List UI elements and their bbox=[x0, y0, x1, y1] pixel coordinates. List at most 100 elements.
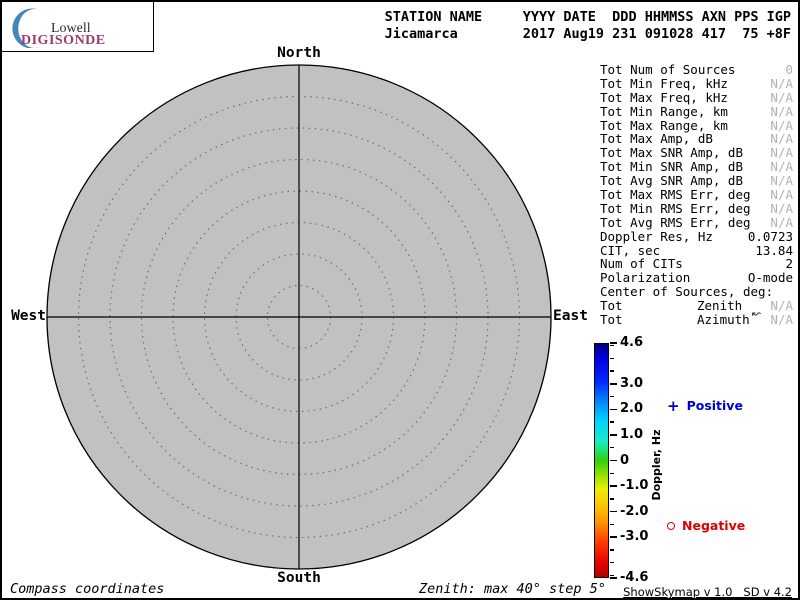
table-row: Tot Min SNR Amp, dB N/A bbox=[598, 160, 795, 174]
compass-label-north: North bbox=[277, 45, 321, 61]
zenith-range-note: Zenith: max 40° step 5° bbox=[419, 581, 606, 597]
legend-negative-label: Negative bbox=[682, 518, 746, 533]
row-label: Tot Num of Sources bbox=[600, 62, 736, 77]
row-value: N/A bbox=[770, 173, 793, 189]
software-version-stamp: ShowSkymap v 1.0 SD v 4.2 bbox=[623, 585, 792, 599]
colorbar-minor-tick bbox=[610, 421, 614, 423]
colorbar-tick-label: -1.0 bbox=[620, 478, 649, 494]
colorbar-tick-label: 4.6 bbox=[620, 335, 644, 350]
row-label: Center of Sources, deg: bbox=[600, 284, 774, 300]
row-value: N/A bbox=[770, 145, 793, 161]
colorbar-tick bbox=[610, 536, 617, 538]
row-value: N/A bbox=[770, 117, 793, 133]
compass-label-west: West bbox=[11, 308, 46, 324]
row-label: Tot Avg SNR Amp, dB bbox=[600, 173, 743, 189]
table-row: Tot Max Range, km N/A bbox=[598, 117, 795, 133]
colorbar-gradient bbox=[594, 343, 609, 578]
skymap-polar-plot bbox=[46, 64, 552, 570]
colorbar-minor-tick bbox=[610, 395, 614, 398]
header-station-values: Jicamarca 2017 Aug19 231 091028 417 75 +… bbox=[384, 26, 791, 42]
row-label: Tot Min Freq, kHz bbox=[600, 75, 728, 91]
logo-text-digisonde: DIGISONDE bbox=[21, 33, 106, 48]
row-value: N/A bbox=[770, 312, 793, 328]
logo-text-lowell: Lowell bbox=[51, 21, 91, 36]
colorbar-tick bbox=[610, 383, 617, 385]
compass-label-south: South bbox=[277, 570, 321, 586]
row-label: Num of CITs bbox=[600, 256, 683, 272]
row-value: N/A bbox=[770, 103, 793, 119]
row-label: Tot Max Amp, dB bbox=[600, 131, 713, 147]
colorbar-tick bbox=[610, 577, 617, 579]
table-row: Tot Num of Sources 0 bbox=[598, 63, 795, 77]
table-row: Tot Min Freq, kHz N/A bbox=[598, 75, 795, 91]
row-value: N/A bbox=[770, 131, 793, 147]
circle-marker-icon bbox=[667, 521, 675, 530]
colorbar-minor-tick bbox=[610, 472, 614, 475]
colorbar-tick bbox=[610, 342, 617, 344]
table-row: Center of Sources, deg: bbox=[598, 285, 795, 299]
row-value: N/A bbox=[770, 187, 793, 203]
legend-negative: Negative bbox=[667, 518, 745, 533]
colorbar-tick bbox=[610, 459, 617, 462]
table-row: Tot Zenith N/A bbox=[598, 299, 795, 313]
colorbar-minor-tick bbox=[610, 549, 614, 551]
colorbar-axis-label: Doppler, Hz bbox=[650, 429, 663, 501]
colorbar-minor-tick bbox=[610, 561, 614, 564]
mouse-cursor-icon: ↜ bbox=[752, 307, 762, 320]
row-sublabel: Zenith bbox=[697, 298, 743, 314]
table-row: Tot Max Amp, dB N/A bbox=[598, 132, 795, 146]
compass-label-east: East bbox=[553, 308, 588, 324]
colorbar-minor-tick bbox=[610, 446, 614, 449]
lowell-digisonde-logo: Lowell DIGISONDE bbox=[2, 2, 154, 52]
row-label: Tot Min SNR Amp, dB bbox=[600, 159, 743, 175]
colorbar-tick bbox=[610, 434, 617, 436]
row-value: N/A bbox=[770, 89, 793, 105]
row-value: O-mode bbox=[747, 270, 793, 286]
doppler-colorbar: 4.6 3.0 2.0 1.0 0 -1.0 -2.0 -3.0 -4.6 bbox=[594, 335, 648, 585]
table-row: Polarization O-mode bbox=[598, 271, 795, 285]
legend-positive: + Positive bbox=[667, 398, 743, 413]
table-row: CIT, sec 13.84 bbox=[598, 242, 795, 258]
row-label: Tot Min RMS Err, deg bbox=[600, 200, 751, 216]
table-row: Tot Avg SNR Amp, dB N/A bbox=[598, 174, 795, 188]
row-value: 2 bbox=[785, 256, 793, 272]
row-value: N/A bbox=[770, 159, 793, 175]
colorbar-tick bbox=[610, 408, 617, 411]
station-header: STATION NAME YYYY DATE DDD HHMMSS AXN PP… bbox=[385, 9, 791, 43]
statistics-panel: Tot Num of Sources 0 Tot Min Freq, kHz N/A T… bbox=[598, 63, 795, 327]
row-label: Tot Max SNR Amp, dB bbox=[600, 145, 743, 161]
row-value: 13.84 bbox=[755, 242, 793, 258]
colorbar-tick-label: 1.0 bbox=[620, 426, 644, 442]
row-label: CIT, sec bbox=[600, 242, 661, 258]
table-row: Tot Avg RMS Err, deg N/A bbox=[598, 214, 795, 230]
table-row: Doppler Res, Hz 0.0723 bbox=[598, 228, 795, 244]
row-label: Tot Max Range, km bbox=[600, 117, 728, 133]
colorbar-tick-label: 3.0 bbox=[620, 375, 644, 391]
row-value: N/A bbox=[770, 75, 793, 91]
row-label: Tot bbox=[600, 298, 623, 314]
legend-positive-label: Positive bbox=[686, 398, 743, 413]
row-label: Polarization bbox=[600, 270, 691, 286]
table-row: Tot Max SNR Amp, dB N/A bbox=[598, 146, 795, 160]
colorbar-tick-label: -2.0 bbox=[620, 503, 649, 519]
row-value: N/A bbox=[770, 214, 793, 230]
row-value: 0 bbox=[785, 62, 793, 77]
table-row: Tot Azimuth N/A bbox=[598, 313, 795, 327]
colorbar-minor-tick bbox=[610, 523, 614, 526]
colorbar-tick-label: 2.0 bbox=[620, 401, 644, 417]
row-label: Tot Avg RMS Err, deg bbox=[600, 214, 751, 230]
colorbar-tick bbox=[610, 510, 617, 513]
table-row: Num of CITs 2 bbox=[598, 257, 795, 271]
colorbar-tick-label: -4.6 bbox=[620, 570, 649, 585]
row-label: Tot Max RMS Err, deg bbox=[600, 187, 751, 203]
colorbar-tick-label: 0 bbox=[620, 452, 630, 468]
row-label: Tot Max Freq, kHz bbox=[600, 89, 728, 105]
crescent-logo-icon bbox=[12, 8, 40, 48]
plus-marker-icon: + bbox=[667, 396, 680, 415]
colorbar-minor-tick bbox=[610, 370, 614, 372]
row-label: Tot bbox=[600, 312, 623, 328]
colorbar-tick-label: -3.0 bbox=[620, 529, 649, 545]
row-label: Doppler Res, Hz bbox=[600, 228, 713, 244]
header-column-titles: STATION NAME YYYY DATE DDD HHMMSS AXN PP… bbox=[384, 9, 791, 25]
